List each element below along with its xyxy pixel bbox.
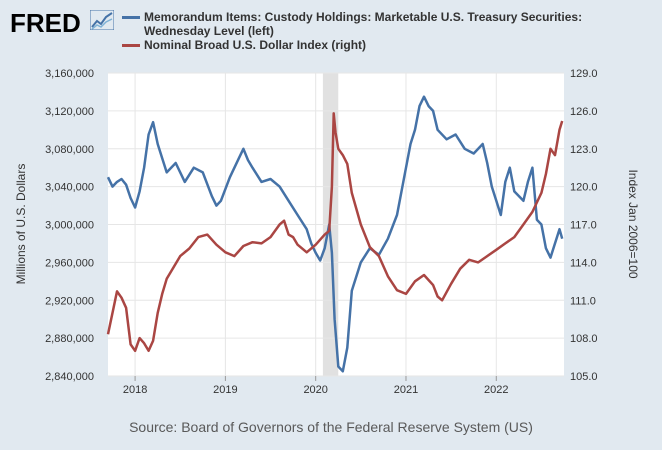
y-tick-label-right: 129.0 xyxy=(570,68,598,80)
x-tick-label: 2018 xyxy=(123,384,147,396)
legend-item-dollar-index: Nominal Broad U.S. Dollar Index (right) xyxy=(122,38,582,52)
y-tick-label-right: 120.0 xyxy=(570,182,598,194)
y-tick-label-right: 117.0 xyxy=(570,220,597,232)
y-tick-label-left: 2,920,000 xyxy=(45,295,94,307)
y-tick-label-left: 2,880,000 xyxy=(45,333,94,345)
y-tick-label-left: 3,160,000 xyxy=(45,68,94,80)
gridlines xyxy=(108,72,564,377)
y-tick-label-right: 126.0 xyxy=(570,106,598,118)
y-axis-label-left: Millions of U.S. Dollars xyxy=(14,164,28,285)
legend-label-custody-holdings-line1: Memorandum Items: Custody Holdings: Mark… xyxy=(144,10,583,24)
y-tick-label-left: 3,000,000 xyxy=(45,220,94,232)
y-tick-label-left: 3,120,000 xyxy=(45,106,94,118)
fred-logo: FRED xyxy=(10,8,81,39)
y-tick-label-right: 123.0 xyxy=(570,144,598,156)
legend-item-custody-holdings: Memorandum Items: Custody Holdings: Mark… xyxy=(122,10,582,38)
y-axis-label-right: Index Jan 2006=100 xyxy=(626,169,640,278)
y-tick-label-left: 3,080,000 xyxy=(45,144,94,156)
y-tick-label-right: 111.0 xyxy=(570,295,596,307)
chart-legend: Memorandum Items: Custody Holdings: Mark… xyxy=(122,10,582,52)
x-tick-label: 2020 xyxy=(303,384,327,396)
x-tick-label: 2019 xyxy=(213,384,237,396)
fred-logo-text: FRED xyxy=(10,8,81,38)
y-tick-label-left: 2,960,000 xyxy=(45,257,94,269)
legend-swatch-custody-holdings xyxy=(122,16,140,19)
y-tick-label-right: 105.0 xyxy=(570,371,598,383)
y-tick-label-left: 2,840,000 xyxy=(45,371,94,383)
legend-label-custody-holdings-line2: Wednesday Level (left) xyxy=(144,24,274,38)
y-tick-label-left: 3,040,000 xyxy=(45,182,94,194)
source-note: Source: Board of Governors of the Federa… xyxy=(129,419,533,435)
axis-ticks: 2,840,000 2,880,000 2,920,000 2,960,000 3,00… xyxy=(45,68,597,396)
y-tick-label-right: 108.0 xyxy=(570,333,598,345)
legend-label-dollar-index: Nominal Broad U.S. Dollar Index (right) xyxy=(144,38,367,52)
x-tick-label: 2022 xyxy=(484,384,508,396)
series-line-dollar-index xyxy=(106,112,564,353)
trend-chart-icon xyxy=(90,10,114,30)
series-line-custody-holdings xyxy=(106,95,564,373)
y-tick-label-right: 114.0 xyxy=(570,257,597,269)
x-tick-label: 2021 xyxy=(394,384,418,396)
series-lines xyxy=(106,95,564,373)
legend-swatch-dollar-index xyxy=(122,44,140,47)
